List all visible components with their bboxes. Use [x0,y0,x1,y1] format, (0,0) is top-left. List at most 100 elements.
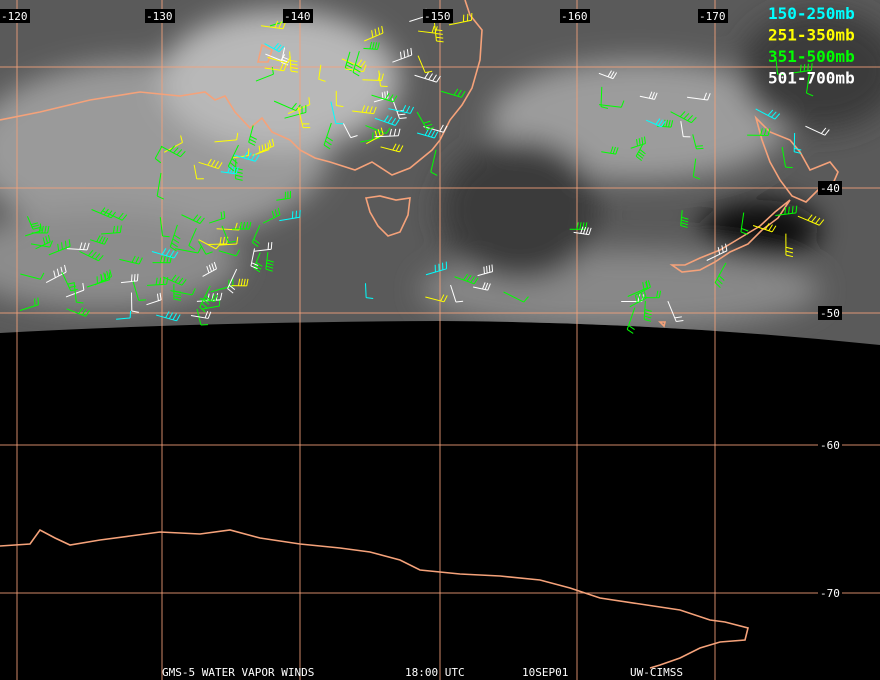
wind-barb [130,292,139,313]
barb-flag [644,308,652,312]
barb-staff [598,104,622,108]
wind-barb [257,138,275,154]
barb-flag [215,243,222,250]
barb-flag [162,277,165,285]
legend-entry: 351-500mb [768,47,855,66]
barb-flag [377,42,380,50]
barb-flag [211,263,215,271]
barb-flag [402,105,407,112]
lon-label: -140 [284,10,311,23]
barb-flag [172,238,180,244]
barb-flag [98,236,104,243]
barb-flag [714,282,721,288]
barb-flag [637,153,644,159]
barb-staff [318,64,322,80]
wind-barb [371,92,398,103]
barb-flag [207,311,212,319]
barb-flag [255,262,263,267]
barb-flag [658,290,662,298]
wind-barb [374,115,400,126]
barb-flag [426,127,435,131]
wind-barb [89,235,109,245]
barb-flag [607,70,612,77]
wind-barb [297,106,311,129]
barb-flag [393,128,397,137]
barb-staff [775,59,779,75]
barb-flag [180,135,183,143]
barb-flag [641,137,644,145]
label-bg [818,438,842,452]
barb-flag [116,225,119,233]
barb-flag [223,210,226,219]
wind-barb [151,248,179,259]
wind-barb [198,239,222,250]
barb-flag [159,277,162,285]
lat-label: -70 [820,587,840,600]
barb-flag [276,44,282,51]
wind-barb [132,281,146,301]
barb-flag [253,238,260,244]
barb-flag [576,222,579,230]
wind-barb [289,51,299,73]
barb-flag [681,216,689,220]
wind-barb [323,122,334,150]
barb-flag [100,207,106,214]
barb-flag [395,144,400,152]
barb-flag [121,214,128,221]
barb-flag [248,141,256,146]
barb-flag [336,104,344,108]
wind-barb [392,47,413,63]
barb-flag [49,240,54,248]
barb-staff [345,68,364,72]
barb-flag [741,227,749,232]
barb-flag [213,261,217,269]
barb-flag [136,273,139,281]
wind-barb [79,249,104,262]
gulf-coast [256,43,273,63]
lat-label: -60 [820,439,840,452]
barb-flag [643,136,646,144]
wind-barb [667,300,684,322]
barb-flag [291,102,297,110]
barb-flag [361,105,366,113]
barb-flag [160,255,163,263]
barb-flag [760,128,763,136]
barb-flag [64,240,67,248]
barb-flag [231,158,238,164]
label-bg [818,181,842,195]
wind-barb [253,242,273,252]
barb-flag [687,115,693,122]
barb-flag [430,130,436,138]
barb-flag [486,265,488,274]
barb-flag [252,241,259,247]
barb-staff [342,123,352,138]
barb-flag [290,67,298,70]
dry-slot [440,140,600,280]
barb-staff [680,121,684,137]
barb-flag [655,118,661,125]
wind-barb [752,223,777,233]
barb-flag [246,278,249,286]
barb-flag [163,255,166,263]
wind-barb [785,233,794,258]
barb-flag [240,278,244,286]
dry-slot [740,10,880,130]
barb-flag [369,106,373,114]
wind-barb [30,240,54,248]
wind-barb [645,118,666,128]
barb-flag [491,264,494,272]
barb-flag [271,67,274,75]
barb-flag [281,61,289,66]
wind-barb [199,294,218,303]
barb-flag [473,277,479,285]
barb-flag [138,257,143,265]
wind-barb [454,273,479,285]
wind-barb [279,210,301,222]
barb-staff [267,56,288,64]
barb-flag [235,178,243,181]
barb-flag [582,226,587,234]
wind-barb [25,223,42,237]
barb-flag [169,250,175,258]
